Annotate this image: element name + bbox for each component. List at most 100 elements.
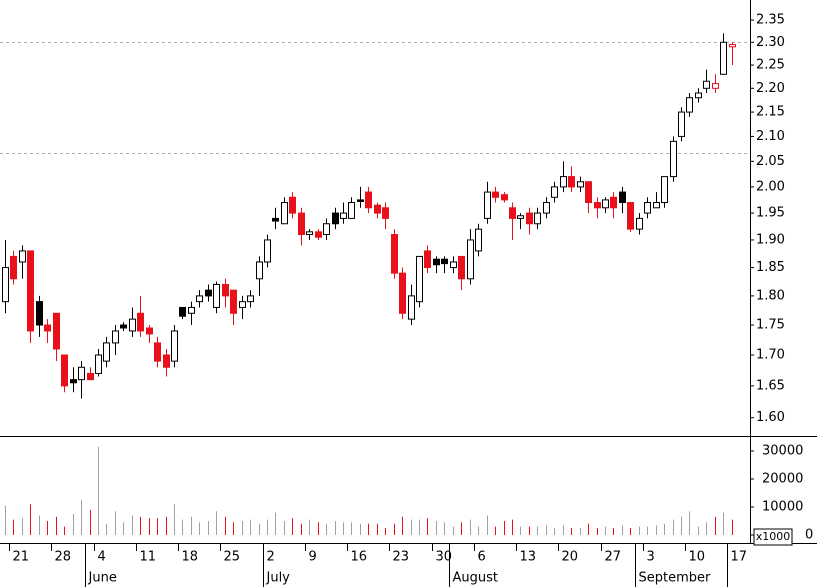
candle-body (526, 212, 533, 225)
x-tick-label: 2 (267, 550, 275, 565)
candle-body (695, 92, 702, 99)
month-label: September (639, 571, 712, 586)
candle-body (179, 306, 186, 317)
candle-body (205, 289, 212, 297)
candle-body (298, 212, 305, 236)
y-tick-label: 2.05 (756, 154, 785, 169)
candle-body (568, 176, 575, 188)
candle-body (636, 217, 643, 230)
candle-body (306, 231, 313, 236)
x-tick-label: 18 (182, 550, 199, 565)
candle-body (441, 258, 448, 265)
candle-body (594, 202, 601, 209)
candle-body (87, 372, 94, 381)
x-tick-label: 25 (224, 550, 241, 565)
candle-body (492, 191, 499, 198)
candle-body (196, 295, 203, 303)
x-tick-label: 17 (731, 550, 748, 565)
candle-body (340, 212, 347, 219)
y-tick-label: 2.00 (756, 179, 785, 194)
candle-body (610, 196, 617, 209)
candle-body (272, 217, 279, 222)
y-tick-label: 2.30 (756, 35, 785, 50)
candle-body (332, 212, 339, 225)
candle-body (357, 199, 364, 202)
candle-body (475, 228, 482, 252)
candle-body (36, 301, 43, 326)
candle-body (256, 261, 263, 280)
candle-body (653, 202, 660, 209)
candle-body (712, 83, 719, 89)
candle-body (171, 330, 178, 362)
candle-body (399, 272, 406, 314)
candle-body (281, 202, 288, 225)
volume-tick-label: 0 (805, 528, 813, 543)
candle-body (222, 283, 229, 297)
candle-body (661, 176, 668, 204)
candle-body (61, 354, 68, 387)
candle-body (433, 258, 440, 266)
candle-body (95, 354, 102, 374)
month-label: June (88, 571, 117, 586)
candle-body (374, 204, 381, 214)
y-tick-label: 1.90 (756, 232, 785, 247)
candle-body (619, 191, 626, 204)
y-tick-label: 1.85 (756, 260, 785, 275)
candle-body (408, 295, 415, 320)
y-tick-label: 2.35 (756, 13, 785, 28)
x-tick-label: 21 (13, 550, 30, 565)
candle-body (154, 342, 161, 362)
candle-body (501, 194, 508, 201)
candle-body (627, 202, 634, 230)
y-tick-label: 1.95 (756, 206, 785, 221)
candle-body (348, 202, 355, 219)
y-tick-label: 1.60 (756, 410, 785, 425)
candle-body (424, 250, 431, 269)
x-tick-label: 4 (98, 550, 106, 565)
volume-tick-label: 20000 (762, 472, 803, 487)
candle-body (120, 324, 127, 329)
candle-body (137, 312, 144, 332)
x-tick-label: 28 (55, 550, 72, 565)
y-tick-label: 2.20 (756, 81, 785, 96)
candle-body (484, 191, 491, 219)
candle-body (213, 283, 220, 308)
candle-body (323, 223, 330, 236)
candle-body (289, 196, 296, 214)
volume-unit: x1000 (756, 530, 791, 543)
unit-box (753, 528, 793, 546)
candle-body (458, 255, 465, 280)
y-tick-label: 1.75 (756, 318, 785, 333)
x-tick-label: 13 (520, 550, 537, 565)
volume-tick-label: 30000 (762, 444, 803, 459)
month-label: July (266, 571, 291, 586)
x-tick-label: 11 (140, 550, 157, 565)
candle-body (577, 181, 584, 188)
candle-body (560, 176, 567, 188)
candle-body (678, 111, 685, 137)
candle-body (543, 202, 550, 214)
candle-body (230, 289, 237, 314)
volume-tick-label: 10000 (762, 500, 803, 515)
candle-body (129, 318, 136, 332)
candle-body (44, 324, 51, 332)
candle-body (53, 312, 60, 350)
candle-body (382, 207, 389, 219)
candle-body (365, 191, 372, 209)
candle-body (467, 239, 474, 280)
candle-body (78, 366, 85, 381)
candle-body (315, 231, 322, 238)
candle-body (729, 44, 736, 48)
candle-body (19, 250, 26, 263)
candle-body (239, 301, 246, 308)
x-tick-label: 27 (605, 550, 622, 565)
candle-body (247, 295, 254, 303)
x-tick-label: 16 (351, 550, 368, 565)
candle-body (686, 97, 693, 113)
candle-body (188, 306, 195, 314)
candle-body (264, 239, 271, 263)
y-tick-label: 1.80 (756, 288, 785, 303)
candle-body (103, 342, 110, 362)
